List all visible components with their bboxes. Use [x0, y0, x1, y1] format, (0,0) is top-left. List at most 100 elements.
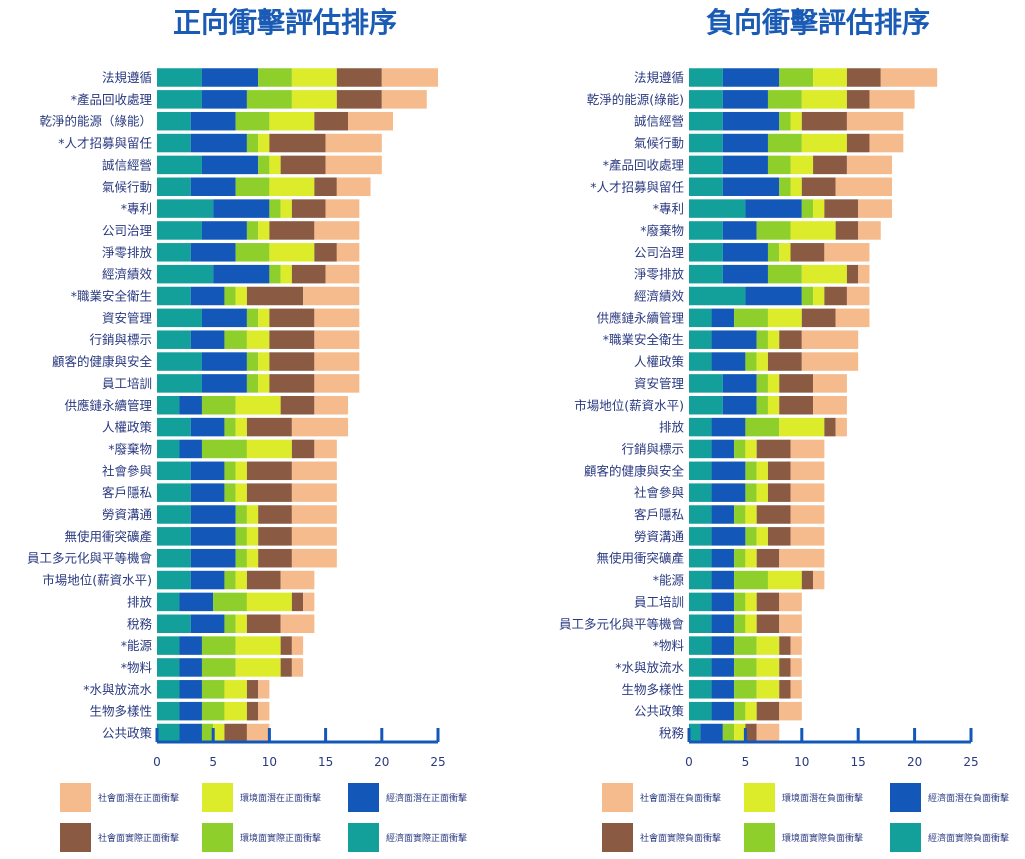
right-bar-segment	[779, 636, 791, 655]
left-category-label: *廢棄物	[108, 441, 152, 456]
right-x-tick-label: 25	[963, 755, 978, 769]
legend-swatch	[60, 783, 91, 812]
right-category-label: *人才招募與留任	[590, 179, 684, 194]
right-category-label: 人權政策	[634, 354, 685, 369]
left-bar-segment	[325, 264, 360, 284]
legend-label: 環境面實際正面衝擊	[240, 832, 321, 844]
left-category-label: *人才招募與留任	[58, 136, 152, 151]
left-category-label: *專利	[121, 201, 152, 216]
right-category-label: 行銷與標示	[621, 441, 684, 456]
right-bar-segment	[790, 461, 825, 481]
right-bar-segment	[756, 374, 768, 393]
left-bar-segment	[246, 570, 281, 590]
left-category-label: 氣候行動	[102, 179, 152, 194]
left-bar-segment	[280, 570, 315, 590]
left-bar-segment	[269, 199, 281, 218]
left-bar-segment	[291, 264, 326, 284]
left-bar-segment	[291, 199, 326, 218]
right-bar-segment	[790, 221, 836, 240]
right-bar-segment	[722, 396, 757, 415]
right-bar-segment	[722, 111, 780, 131]
right-bar-segment	[790, 680, 802, 699]
left-bar-segment	[246, 461, 292, 481]
right-bar-segment	[745, 592, 757, 612]
right-bar-segment	[689, 548, 712, 568]
right-bar-segment	[734, 592, 746, 612]
right-bar-segment	[790, 636, 802, 655]
left-bar-segment	[269, 133, 326, 153]
right-bar-segment	[767, 133, 802, 153]
left-bar-segment	[258, 701, 270, 721]
left-bar-segment	[291, 68, 337, 87]
right-bar-segment	[846, 68, 881, 87]
right-bar-segment	[869, 133, 904, 153]
left-bar-segment	[157, 352, 202, 371]
left-category-label: 人權政策	[102, 420, 153, 435]
right-bar-segment	[801, 308, 836, 328]
right-category-label: 稅務	[659, 726, 685, 741]
legend-swatch	[890, 783, 921, 812]
left-bar-segment	[157, 264, 214, 284]
left-bar-segment	[157, 68, 202, 87]
right-bar-segment	[711, 701, 735, 721]
right-bar-segment	[835, 177, 893, 196]
right-bar-segment	[846, 286, 870, 306]
left-bar-segment	[246, 352, 259, 371]
right-bar-segment	[734, 614, 746, 633]
left-bar-segment	[224, 570, 236, 590]
right-bar-segment	[779, 68, 814, 87]
right-bar-segment	[689, 505, 712, 524]
right-bar-segment	[846, 133, 870, 153]
left-bar-segment	[336, 90, 382, 109]
right-bar-segment	[779, 701, 802, 721]
left-bar-segment	[157, 658, 180, 677]
left-bar-segment	[246, 592, 292, 612]
right-bar-segment	[722, 155, 768, 175]
right-bar-segment	[767, 570, 802, 590]
left-bar-segment	[235, 111, 270, 131]
left-bar-segment	[291, 527, 337, 546]
left-bar-segment	[190, 570, 225, 590]
left-bar-segment	[213, 592, 247, 612]
left-category-label: 公司治理	[102, 223, 153, 238]
left-bar-segment	[314, 330, 360, 349]
left-category-label: *職業安全衛生	[71, 289, 152, 304]
right-bar-segment	[689, 374, 723, 393]
left-bar-segment	[157, 701, 180, 721]
right-bar-segment	[824, 243, 870, 262]
left-bar-segment	[235, 286, 247, 306]
right-bar-segment	[734, 701, 746, 721]
right-category-label: *能源	[653, 573, 685, 588]
right-bar-segment	[779, 177, 791, 196]
right-bar-segment	[790, 177, 802, 196]
right-category-label: 社會參與	[634, 485, 684, 500]
left-bar-segment	[314, 221, 360, 240]
left-bar-segment	[201, 658, 236, 677]
right-bar-segment	[689, 330, 712, 349]
right-bar-segment	[779, 680, 791, 699]
right-bar-segment	[846, 111, 904, 131]
right-bar-segment	[722, 90, 768, 109]
left-bar-segment	[157, 483, 191, 502]
left-bar-segment	[157, 374, 202, 393]
right-x-tick-label: 10	[794, 755, 809, 769]
left-bar-segment	[179, 701, 202, 721]
right-bar-segment	[779, 374, 814, 393]
left-category-label: 資安管理	[102, 310, 153, 325]
left-bar-segment	[213, 199, 270, 218]
left-chart-title: 正向衝擊評估排序	[173, 6, 397, 39]
right-bar-segment	[689, 417, 712, 437]
left-bar-segment	[235, 417, 247, 437]
right-bar-segment	[722, 133, 768, 153]
left-category-label: 社會參與	[102, 463, 152, 478]
left-bar-segment	[235, 548, 247, 568]
right-bar-segment	[689, 527, 712, 546]
right-bar-segment	[813, 396, 847, 415]
right-bar-segment	[858, 221, 881, 240]
left-category-label: 員工多元化與平等機會	[27, 551, 153, 566]
left-category-label: 勞資溝通	[102, 507, 153, 522]
left-bar-segment	[246, 505, 259, 524]
left-bar-segment	[157, 439, 180, 459]
right-bar-segment	[790, 439, 825, 459]
right-bar-segment	[767, 308, 802, 328]
